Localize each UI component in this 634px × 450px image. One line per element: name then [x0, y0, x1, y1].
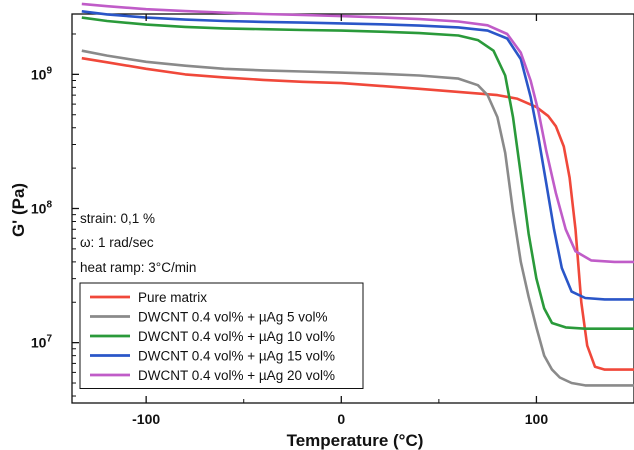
series-line-2	[81, 16, 634, 330]
x-tick-label-1: 0	[337, 411, 345, 427]
annotation-strain: strain: 0,1 %	[80, 211, 155, 226]
x-axis-title: Temperature (°C)	[287, 431, 424, 450]
series-line-4	[81, 2, 634, 264]
series-layer	[81, 2, 634, 387]
legend-label-4: DWCNT 0.4 vol% + µAg 20 vol%	[138, 368, 335, 383]
y-tick-label-1: 108	[31, 200, 53, 217]
x-tick-label-0: -100	[132, 411, 160, 427]
legend-label-2: DWCNT 0.4 vol% + µAg 10 vol%	[138, 329, 335, 344]
tick-layer: -100 0 100 107 108 109	[31, 14, 634, 427]
series-line-1	[81, 49, 634, 387]
y-tick-label-0: 107	[31, 334, 53, 351]
annotation-frequency: ω: 1 rad/sec	[80, 235, 154, 250]
legend-label-3: DWCNT 0.4 vol% + µAg 15 vol%	[138, 349, 335, 364]
y-axis-title: G' (Pa)	[9, 183, 28, 237]
y-tick-label-2: 109	[31, 65, 53, 82]
legend: Pure matrix DWCNT 0.4 vol% + µAg 5 vol% DW…	[79, 282, 364, 389]
x-tick-label-2: 100	[525, 411, 549, 427]
annotation-heat-ramp: heat ramp: 3°C/min	[80, 260, 196, 275]
series-line-0	[81, 56, 634, 371]
legend-label-1: DWCNT 0.4 vol% + µAg 5 vol%	[138, 310, 327, 325]
series-line-3	[81, 10, 634, 301]
legend-label-0: Pure matrix	[138, 290, 207, 305]
